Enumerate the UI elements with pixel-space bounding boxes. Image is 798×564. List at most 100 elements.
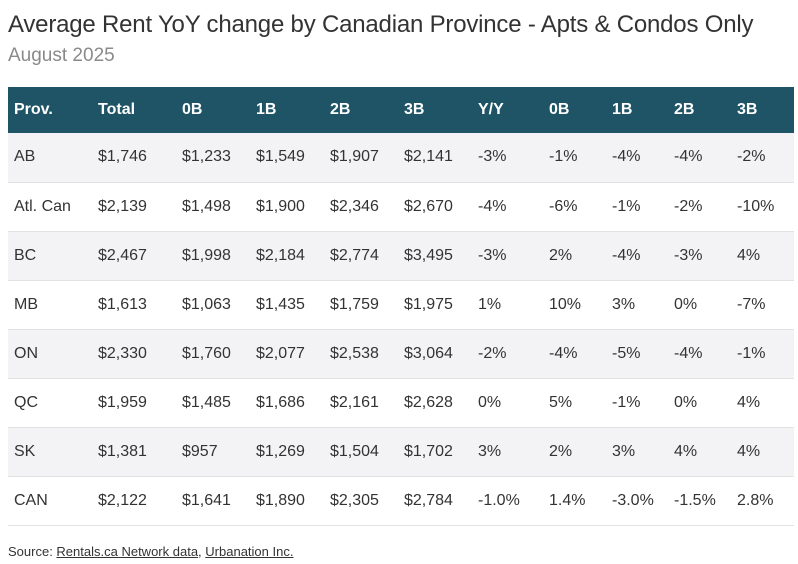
value-cell: $1,435	[250, 280, 324, 330]
column-header: Total	[92, 87, 176, 133]
value-cell: $1,063	[176, 280, 250, 330]
value-cell: $1,975	[398, 280, 472, 330]
column-header: 2B	[668, 87, 731, 133]
column-header: Y/Y	[472, 87, 543, 133]
value-cell: 10%	[543, 280, 606, 330]
value-cell: -7%	[731, 280, 794, 330]
column-header: 2B	[324, 87, 398, 133]
value-cell: 3%	[472, 427, 543, 477]
value-cell: $1,959	[92, 378, 176, 428]
source-prefix: Source:	[8, 544, 57, 559]
value-cell: -10%	[731, 182, 794, 232]
value-cell: -1%	[606, 182, 668, 232]
value-cell: 3%	[606, 280, 668, 330]
value-cell: -2%	[731, 133, 794, 183]
province-cell: AB	[8, 133, 92, 183]
value-cell: 2%	[543, 231, 606, 281]
value-cell: $2,330	[92, 329, 176, 379]
province-cell: CAN	[8, 476, 92, 526]
value-cell: $2,161	[324, 378, 398, 428]
value-cell: -1.5%	[668, 476, 731, 526]
source-link-rentals[interactable]: Rentals.ca Network data	[56, 544, 199, 559]
value-cell: $1,760	[176, 329, 250, 379]
value-cell: 4%	[731, 231, 794, 281]
value-cell: $2,467	[92, 231, 176, 281]
province-cell: SK	[8, 427, 92, 477]
value-cell: -5%	[606, 329, 668, 379]
value-cell: 0%	[668, 280, 731, 330]
province-cell: Atl. Can	[8, 182, 92, 232]
province-cell: ON	[8, 329, 92, 379]
value-cell: 4%	[731, 427, 794, 477]
value-cell: -2%	[472, 329, 543, 379]
source-note: Source: Rentals.ca Network data, Urbanat…	[8, 544, 293, 559]
value-cell: -4%	[606, 133, 668, 183]
value-cell: $1,381	[92, 427, 176, 477]
value-cell: -1%	[606, 378, 668, 428]
value-cell: -1.0%	[472, 476, 543, 526]
value-cell: $2,774	[324, 231, 398, 281]
table-header: Prov. Total 0B 1B 2B 3B Y/Y 0B 1B 2B 3B	[8, 87, 794, 133]
value-cell: $1,549	[250, 133, 324, 183]
value-cell: 1.4%	[543, 476, 606, 526]
value-cell: $1,641	[176, 476, 250, 526]
value-cell: $2,628	[398, 378, 472, 428]
value-cell: 3%	[606, 427, 668, 477]
value-cell: $2,139	[92, 182, 176, 232]
table-row: Atl. Can $2,139 $1,498 $1,900 $2,346 $2,670 -4…	[8, 182, 794, 232]
rent-table: Prov. Total 0B 1B 2B 3B Y/Y 0B 1B 2B 3B AB $1,746 $1…	[8, 87, 794, 526]
value-cell: $1,504	[324, 427, 398, 477]
value-cell: -4%	[472, 182, 543, 232]
value-cell: $1,269	[250, 427, 324, 477]
column-header: 1B	[606, 87, 668, 133]
source-separator: ,	[198, 544, 206, 559]
value-cell: -4%	[543, 329, 606, 379]
page-subtitle: August 2025	[8, 45, 115, 66]
value-cell: 2.8%	[731, 476, 794, 526]
value-cell: $1,900	[250, 182, 324, 232]
table-row: ON $2,330 $1,760 $2,077 $2,538 $3,064 -2% -4% -5…	[8, 329, 794, 379]
value-cell: $2,141	[398, 133, 472, 183]
column-header: 3B	[398, 87, 472, 133]
value-cell: -4%	[668, 329, 731, 379]
column-header: Prov.	[8, 87, 92, 133]
value-cell: -3%	[668, 231, 731, 281]
column-header: 3B	[731, 87, 794, 133]
page-title: Average Rent YoY change by Canadian Prov…	[8, 11, 754, 38]
column-header: 0B	[176, 87, 250, 133]
value-cell: -1%	[731, 329, 794, 379]
header-row: Prov. Total 0B 1B 2B 3B Y/Y 0B 1B 2B 3B	[8, 87, 794, 133]
value-cell: $1,485	[176, 378, 250, 428]
source-link-urbanation[interactable]: Urbanation Inc.	[205, 544, 294, 559]
value-cell: $1,498	[176, 182, 250, 232]
value-cell: $1,746	[92, 133, 176, 183]
value-cell: 4%	[668, 427, 731, 477]
table-row: MB $1,613 $1,063 $1,435 $1,759 $1,975 1% 10% 3% 0…	[8, 280, 794, 330]
value-cell: $1,702	[398, 427, 472, 477]
table-row: CAN $2,122 $1,641 $1,890 $2,305 $2,784 -1.0% 1.…	[8, 476, 794, 526]
value-cell: 4%	[731, 378, 794, 428]
table-row: SK $1,381 $957 $1,269 $1,504 $1,702 3% 2% 3% 4% 4%	[8, 427, 794, 477]
value-cell: $2,184	[250, 231, 324, 281]
value-cell: -4%	[668, 133, 731, 183]
value-cell: $2,346	[324, 182, 398, 232]
value-cell: -3%	[472, 133, 543, 183]
value-cell: 1%	[472, 280, 543, 330]
value-cell: $3,495	[398, 231, 472, 281]
value-cell: $2,538	[324, 329, 398, 379]
value-cell: -3.0%	[606, 476, 668, 526]
value-cell: $1,233	[176, 133, 250, 183]
value-cell: 5%	[543, 378, 606, 428]
value-cell: -3%	[472, 231, 543, 281]
value-cell: $1,998	[176, 231, 250, 281]
province-cell: MB	[8, 280, 92, 330]
value-cell: $2,670	[398, 182, 472, 232]
value-cell: $3,064	[398, 329, 472, 379]
table-row: BC $2,467 $1,998 $2,184 $2,774 $3,495 -3% 2% -4%…	[8, 231, 794, 281]
table-body: AB $1,746 $1,233 $1,549 $1,907 $2,141 -3% -1% -4…	[8, 133, 794, 526]
value-cell: -2%	[668, 182, 731, 232]
province-cell: QC	[8, 378, 92, 428]
value-cell: $957	[176, 427, 250, 477]
column-header: 1B	[250, 87, 324, 133]
